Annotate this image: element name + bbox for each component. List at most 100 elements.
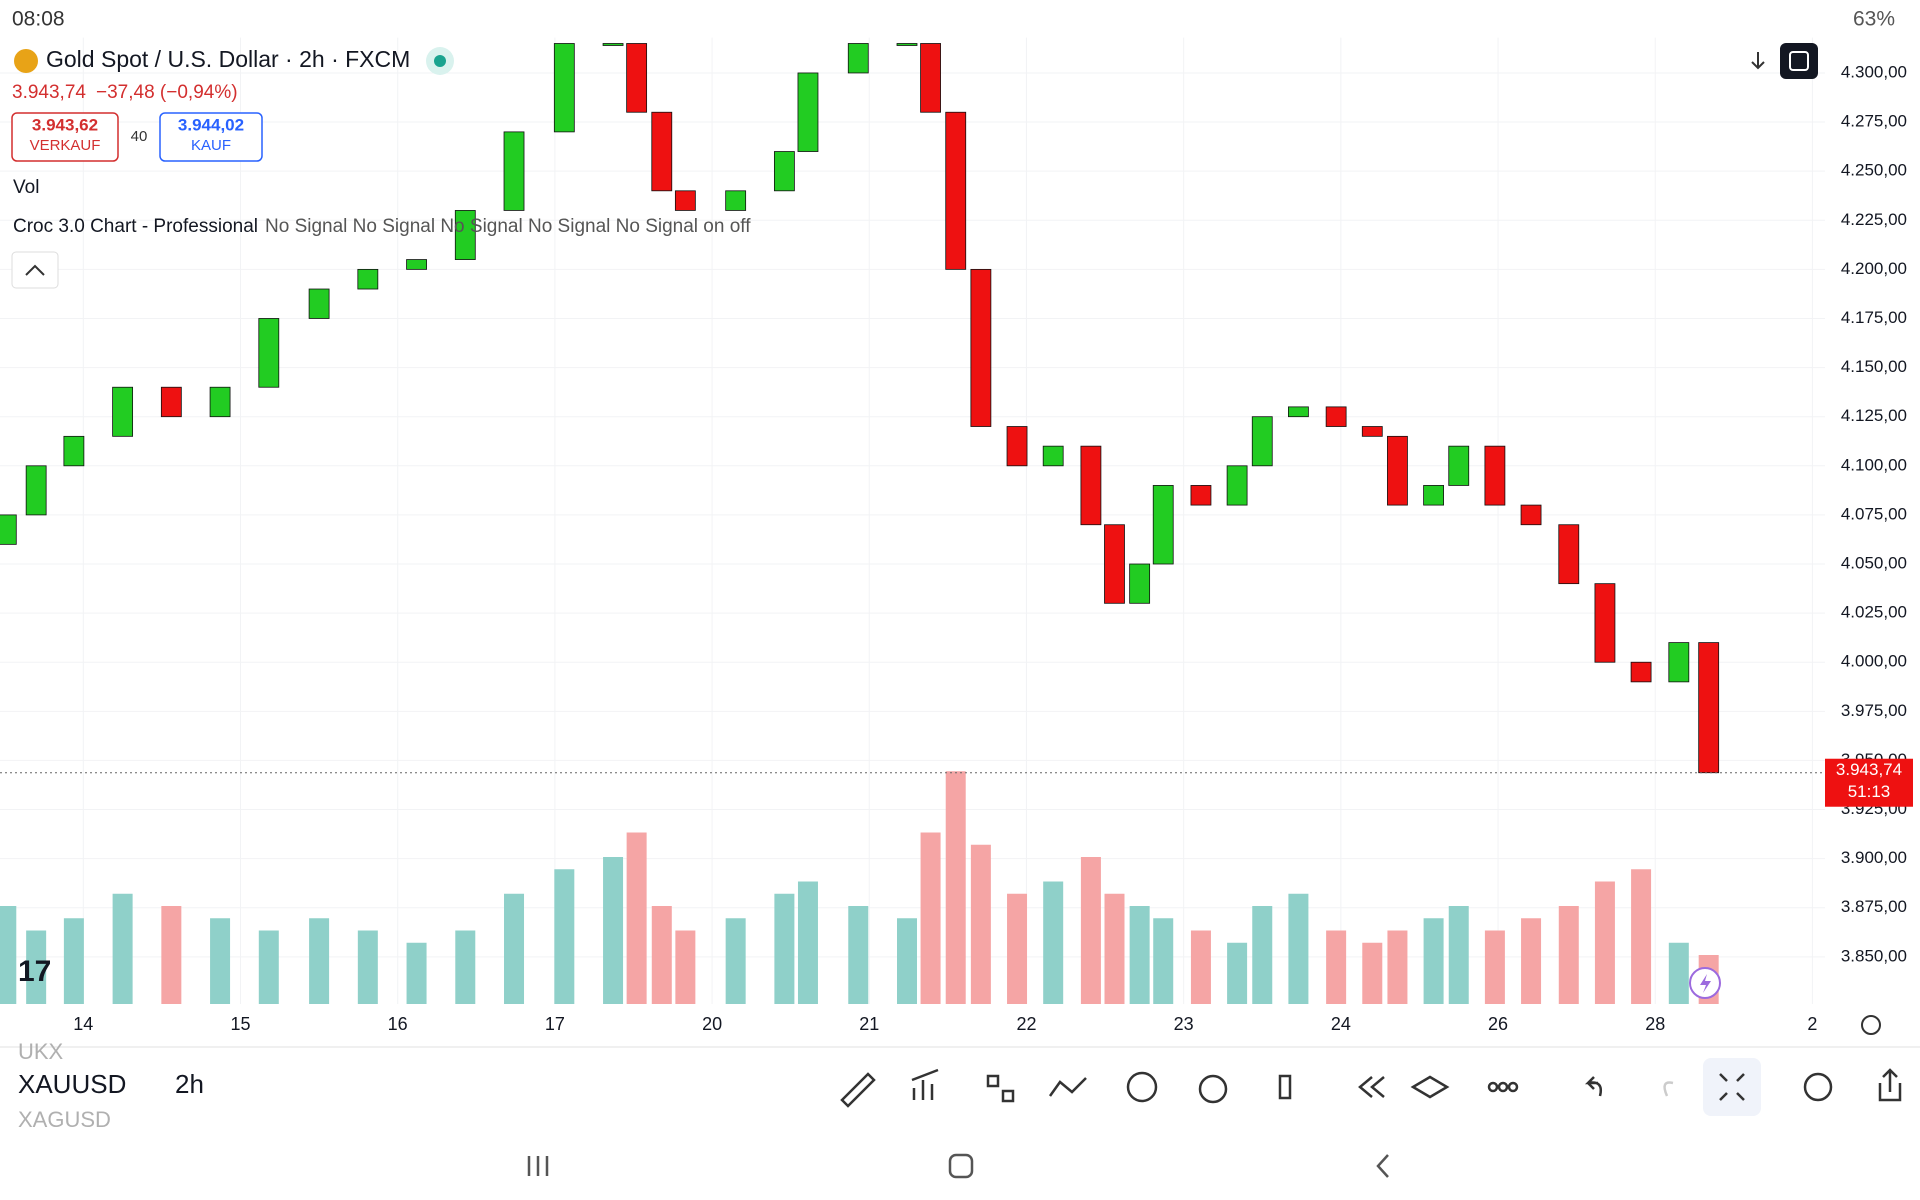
candle-body	[1251, 416, 1273, 467]
add-tool[interactable]	[1126, 1071, 1158, 1103]
volume-label: Vol	[13, 177, 39, 198]
redo-tool[interactable]	[1663, 1081, 1674, 1097]
layout-tool[interactable]	[986, 1074, 1000, 1088]
y-tick-label: 4.175,00	[1841, 308, 1907, 327]
y-tick-label: 3.900,00	[1841, 848, 1907, 867]
indicators-tool[interactable]	[911, 1068, 939, 1100]
buy-price: 3.944,02	[178, 115, 244, 134]
volume-bar	[848, 906, 869, 1004]
candle-body	[1668, 642, 1690, 683]
candle-body	[1104, 524, 1125, 604]
volume-bar	[1252, 906, 1273, 1004]
volume-bar	[1448, 906, 1469, 1004]
x-tick-label: 20	[702, 1014, 722, 1034]
layers-tool[interactable]	[1410, 1075, 1450, 1099]
volume-bar	[1362, 942, 1383, 1004]
candle-body	[945, 111, 967, 270]
y-tick-label: 4.025,00	[1841, 603, 1907, 622]
candle-body	[1698, 642, 1720, 774]
nav-recent[interactable]	[527, 1156, 549, 1176]
y-tick-label: 4.050,00	[1841, 553, 1907, 572]
candle-body	[1190, 485, 1212, 506]
scroll-button[interactable]	[1751, 52, 1765, 70]
volume-bar	[1190, 930, 1211, 1004]
volume-bar	[675, 930, 696, 1004]
volume-bar	[504, 893, 525, 1004]
candle-body	[1288, 406, 1309, 418]
status-dot	[434, 55, 446, 67]
candle-body	[357, 268, 379, 290]
candle-body	[1594, 583, 1616, 663]
y-tick-label: 4.150,00	[1841, 357, 1907, 376]
candle-body	[1484, 445, 1506, 506]
chart-type-tool[interactable]	[1278, 1074, 1292, 1100]
add-chart-tool[interactable]	[1803, 1072, 1833, 1102]
compare-tool[interactable]	[1048, 1077, 1087, 1097]
x-tick-label: 24	[1331, 1014, 1351, 1034]
next-symbol[interactable]: XAGUSD	[18, 1107, 111, 1132]
volume-bar	[1288, 893, 1309, 1004]
more-tool[interactable]	[1487, 1081, 1499, 1093]
volume-bar	[309, 918, 330, 1004]
volume-bar	[63, 918, 84, 1004]
x-tick-label: 15	[230, 1014, 250, 1034]
x-tick-label: 26	[1488, 1014, 1508, 1034]
candle-body	[896, 43, 918, 46]
volume-bar	[210, 918, 231, 1004]
candle-body	[1423, 485, 1444, 506]
replay-tool[interactable]	[1358, 1076, 1385, 1098]
volume-bar	[26, 930, 47, 1004]
y-tick-label: 4.100,00	[1841, 455, 1907, 474]
undo-tool[interactable]	[1584, 1076, 1602, 1097]
draw-tool[interactable]	[840, 1072, 876, 1108]
layout-tool-2	[1001, 1089, 1015, 1103]
prev-symbol[interactable]: UKX	[18, 1039, 64, 1064]
buy-button[interactable]	[159, 112, 263, 162]
volume-bar	[1484, 930, 1505, 1004]
volume-bar	[1423, 918, 1444, 1004]
more-tool-2	[1497, 1081, 1509, 1093]
candle-body	[1387, 435, 1408, 506]
candle-body	[797, 72, 819, 152]
settings-button[interactable]	[1861, 1015, 1881, 1035]
share-tool[interactable]	[1878, 1068, 1902, 1102]
y-tick-label: 4.225,00	[1841, 210, 1907, 229]
alert-tool[interactable]	[1198, 1074, 1228, 1104]
volume-bar	[1080, 857, 1101, 1004]
x-tick-label: 23	[1174, 1014, 1194, 1034]
y-tick-label: 4.075,00	[1841, 504, 1907, 523]
collapse-icon	[25, 264, 45, 276]
x-tick-label: 16	[388, 1014, 408, 1034]
header-change: −37,48 (−0,94%)	[96, 82, 238, 103]
candle-body	[626, 43, 648, 113]
volume-bar	[603, 857, 624, 1004]
volume-bar	[357, 930, 378, 1004]
volume-bar	[970, 844, 991, 1004]
spread: 40	[131, 128, 148, 145]
interval[interactable]: 2h	[175, 1069, 204, 1099]
nav-back[interactable]	[1376, 1154, 1389, 1178]
zoom-tool[interactable]	[1719, 1073, 1745, 1101]
y-tick-label: 3.850,00	[1841, 946, 1907, 965]
nav-home[interactable]	[948, 1153, 974, 1179]
fullscreen-button[interactable]	[1780, 43, 1818, 79]
volume-bar	[725, 918, 746, 1004]
candle-body	[209, 386, 231, 418]
symbol[interactable]: XAUUSD	[18, 1069, 126, 1099]
status-time: 08:08	[12, 8, 65, 31]
y-tick-label: 4.000,00	[1841, 652, 1907, 671]
collapse-button[interactable]	[11, 251, 59, 289]
x-tick-label: 28	[1645, 1014, 1665, 1034]
volume-bar	[896, 918, 917, 1004]
indicator-values: No Signal No Signal No Signal No Signal …	[265, 216, 751, 237]
sell-button[interactable]	[11, 112, 119, 162]
volume-bar	[1129, 906, 1150, 1004]
last-price-label: 3.943,74	[1836, 760, 1902, 779]
indicator-name: Croc 3.0 Chart - Professional	[13, 216, 258, 237]
candle-body	[1129, 563, 1151, 604]
header-price: 3.943,74	[12, 82, 86, 103]
chart-title[interactable]: Gold Spot / U.S. Dollar · 2h · FXCM	[46, 46, 410, 72]
symbol-icon	[14, 49, 38, 73]
x-tick-label: 17	[545, 1014, 565, 1034]
